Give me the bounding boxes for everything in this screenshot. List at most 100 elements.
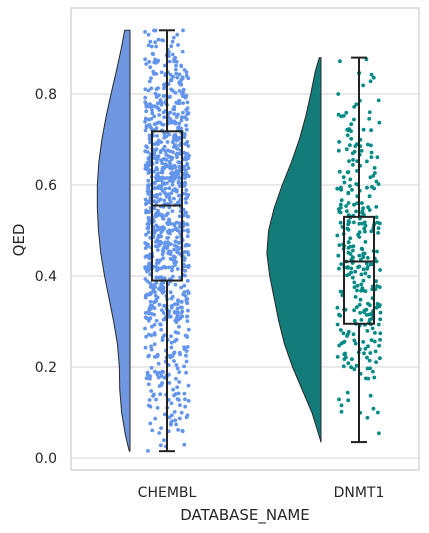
data-point [173,174,178,179]
data-point [367,116,372,121]
data-point [338,220,343,225]
data-point [371,174,376,178]
data-point [365,415,370,420]
data-point [172,247,177,252]
data-point [374,205,379,209]
data-point [149,127,154,132]
data-point [146,88,151,93]
data-point [367,274,371,279]
data-point [370,185,374,189]
data-point [180,309,185,314]
data-point [157,384,162,388]
data-point [143,87,148,92]
data-point [143,128,148,133]
data-point [358,297,363,302]
data-point [368,262,373,267]
data-point [151,52,156,57]
data-point [371,406,376,411]
data-point [373,331,377,335]
data-point [354,305,359,310]
data-point [149,389,154,393]
data-point [163,162,168,167]
data-point [160,290,165,295]
data-point [186,327,191,332]
data-point [154,165,159,170]
data-point [162,132,167,136]
data-point [357,221,362,226]
data-point [183,397,187,402]
data-point [182,164,187,169]
data-point [177,164,182,169]
y-tick-labels: 0.0 0.2 0.4 0.6 0.8 [35,87,57,467]
data-point [369,229,374,234]
data-point [352,202,356,207]
data-point [149,333,154,338]
data-point [152,181,157,186]
data-point [345,133,350,138]
data-point [185,234,190,239]
data-point [183,182,187,187]
data-point [144,201,149,206]
data-point [177,98,182,103]
data-point [146,449,150,453]
data-point [159,170,164,175]
data-point [351,244,356,249]
data-point [377,304,382,309]
data-point [363,223,368,228]
data-point [158,100,163,105]
data-point [169,340,174,345]
data-point [155,195,159,200]
data-point [154,44,159,49]
data-point [376,231,380,235]
data-point [356,265,360,270]
data-point [169,242,173,247]
data-point [369,72,374,77]
data-point [353,341,358,346]
data-point [180,115,185,120]
data-point [172,243,177,248]
data-point [185,314,190,319]
data-point [159,426,164,430]
data-point [155,134,159,138]
data-point [348,143,352,148]
data-point [186,399,191,403]
data-point [185,100,190,105]
data-point [337,243,342,248]
data-point [179,118,184,123]
data-point [156,186,161,190]
data-point [182,258,187,262]
data-point [156,106,161,111]
data-point [163,63,167,68]
data-point [150,324,154,329]
data-point [352,220,356,225]
plot-frame [70,7,420,471]
data-point [185,297,190,301]
data-point [337,312,341,317]
violin-dnmt1 [266,57,322,443]
data-point [148,102,152,106]
data-point [167,186,172,191]
data-point [175,32,180,37]
data-point [176,160,181,165]
data-point [336,92,341,96]
data-point [170,39,175,44]
x-tick-label: DNMT1 [334,485,385,501]
data-point [184,370,189,375]
data-point [364,261,369,266]
data-point [161,256,166,261]
data-point [162,86,166,91]
data-point [365,265,370,269]
data-point [169,334,173,339]
data-point [147,163,152,168]
data-point [161,311,166,315]
data-point [152,342,157,347]
data-point [354,363,359,368]
data-point [154,275,159,280]
data-point [153,186,158,190]
data-point [374,279,378,284]
data-point [346,170,351,175]
data-point [361,206,365,211]
data-point [338,202,343,207]
data-point [176,136,181,140]
